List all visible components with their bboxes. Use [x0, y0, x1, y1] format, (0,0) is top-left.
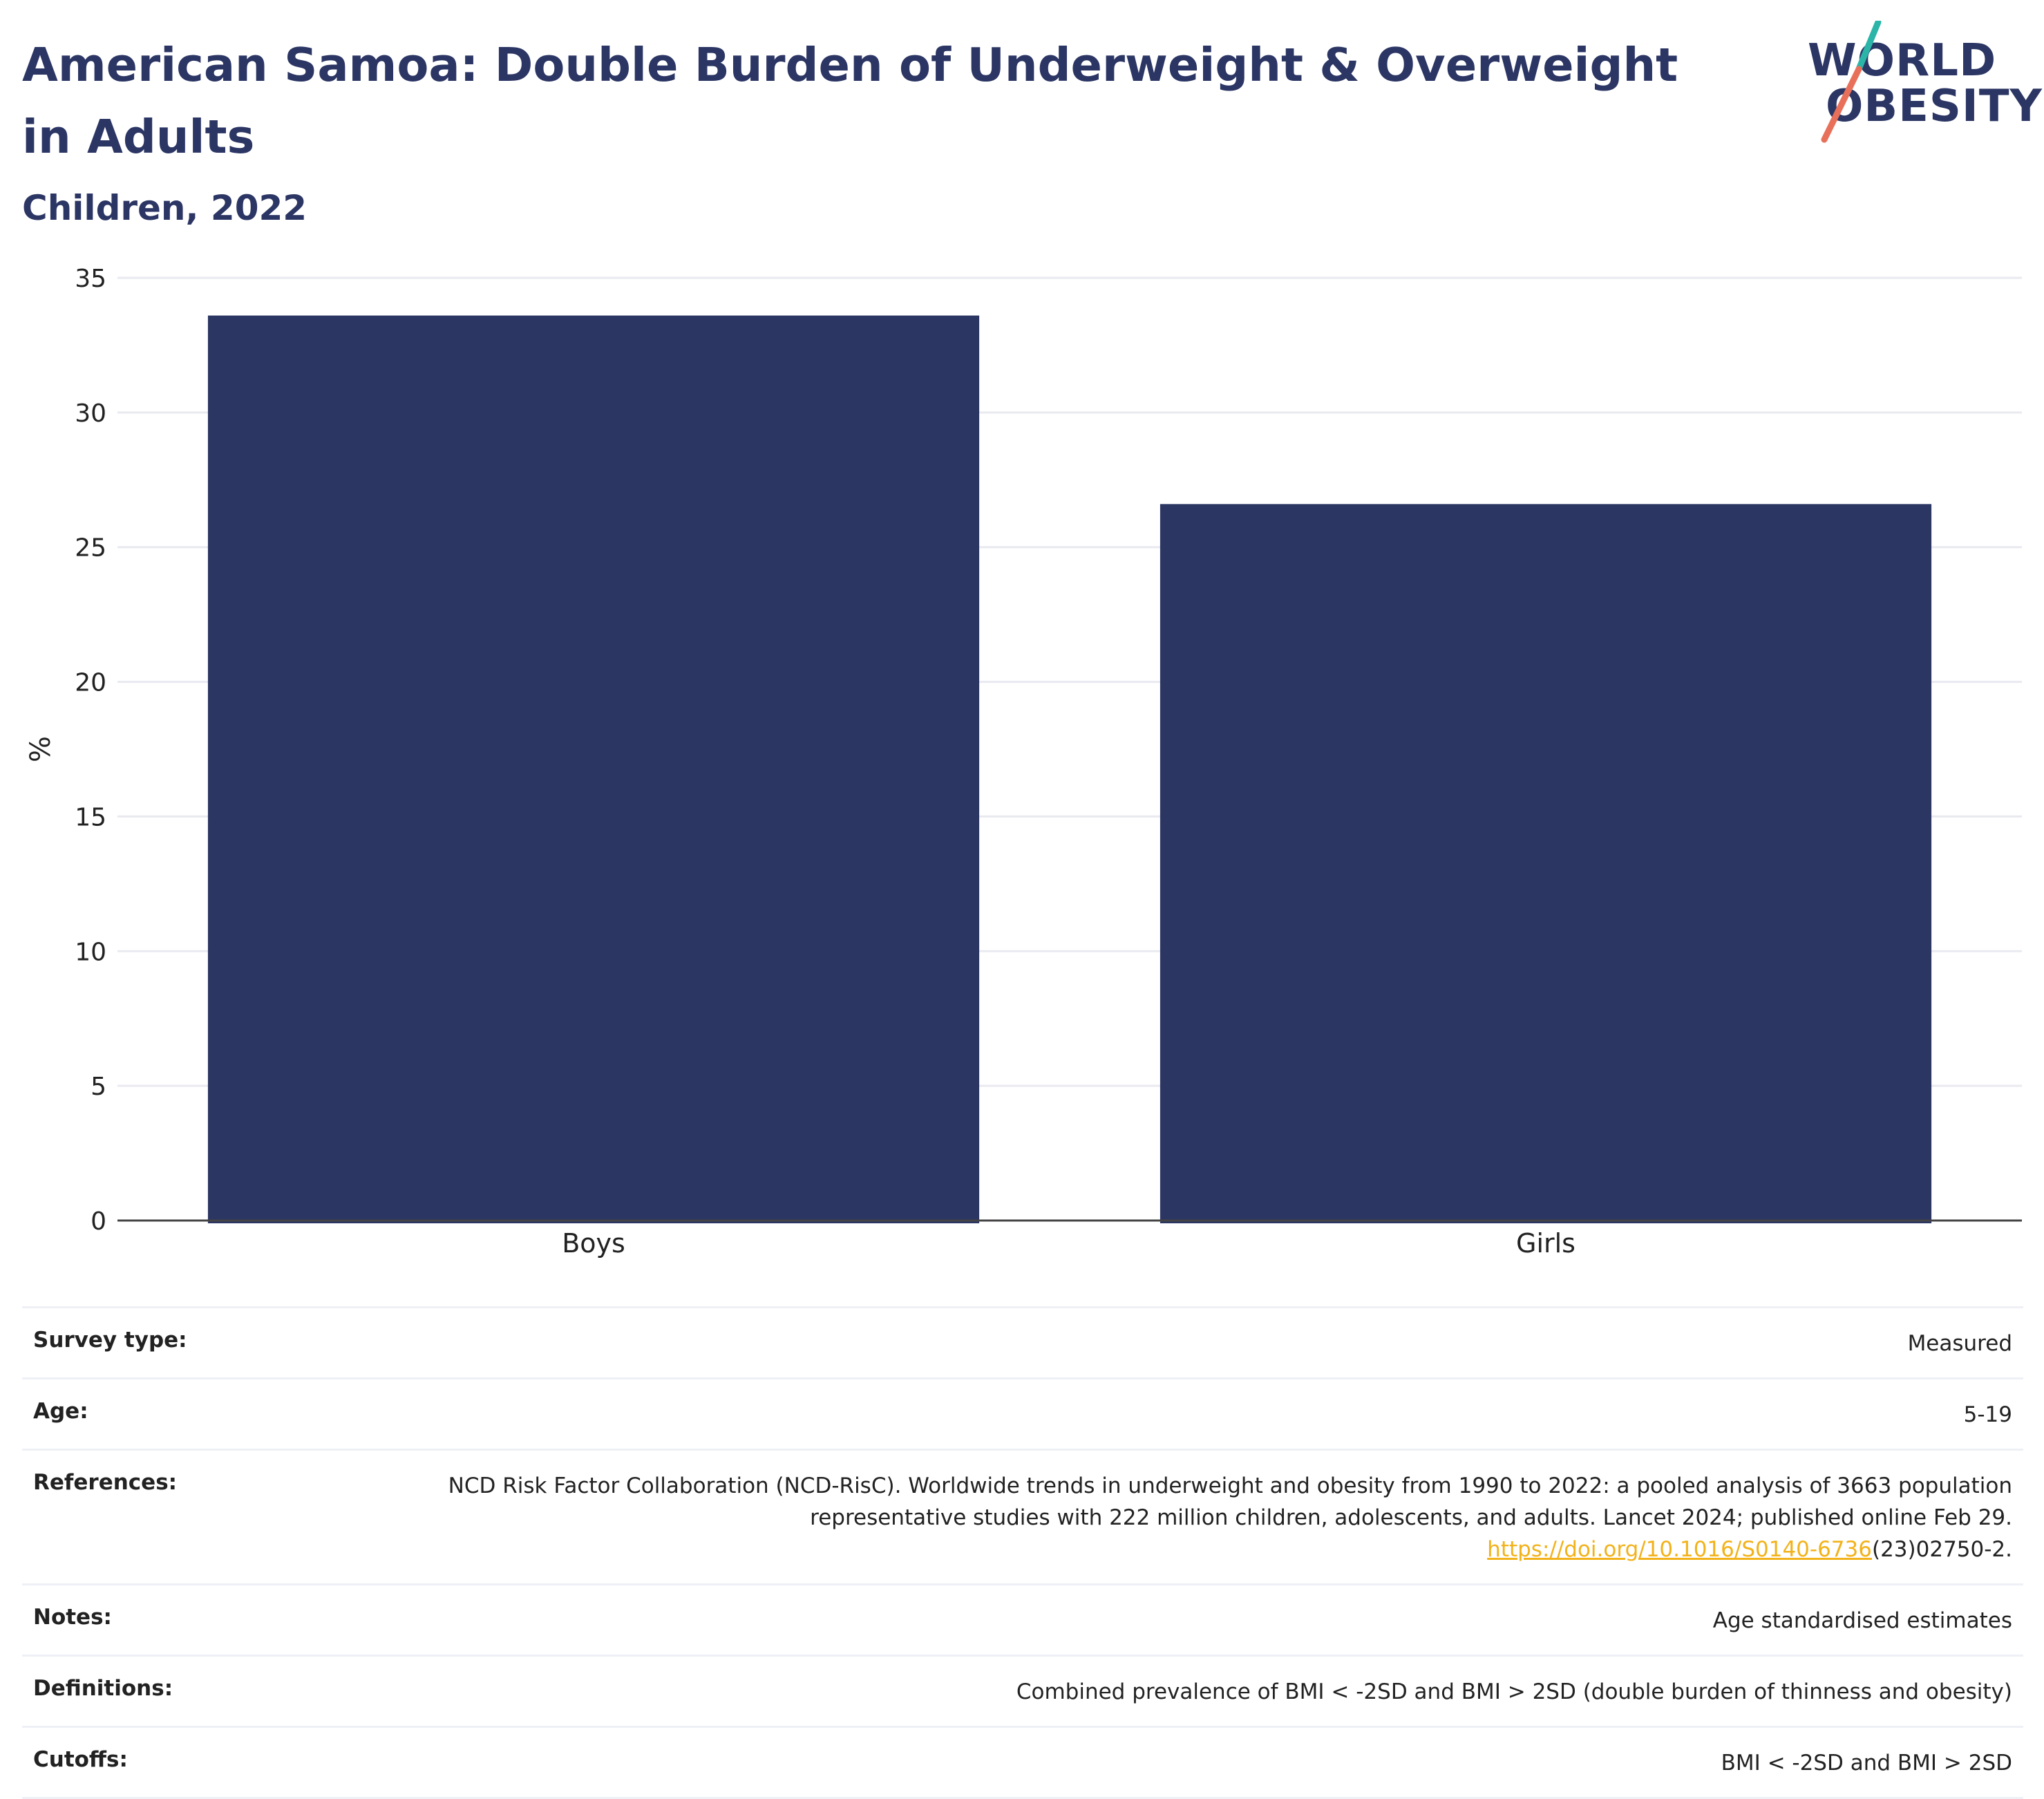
- metadata-row: Survey type: Measured: [22, 1306, 2023, 1377]
- y-tick-label: 30: [75, 399, 106, 428]
- metadata-key: Definitions:: [33, 1676, 173, 1701]
- y-tick-label: 5: [91, 1073, 106, 1101]
- metadata-value: 5-19: [1963, 1402, 2012, 1427]
- y-axis-title: %: [25, 736, 57, 762]
- metadata-key: Cutoffs:: [33, 1747, 128, 1772]
- y-tick-label: 0: [91, 1207, 106, 1236]
- metadata-key: Survey type:: [33, 1328, 187, 1353]
- bar-boys: [207, 315, 980, 1223]
- x-tick-label: Girls: [1516, 1228, 1575, 1259]
- logo-line-1: WORLD: [1808, 35, 1997, 86]
- page-title: American Samoa: Double Burden of Underwe…: [22, 38, 1678, 164]
- metadata-row: Notes: Age standardised estimates: [22, 1583, 2023, 1655]
- metadata-row: Age: 5-19: [22, 1377, 2023, 1449]
- bar-girls: [1160, 504, 1932, 1223]
- bars: [207, 315, 1932, 1223]
- reference-link[interactable]: https://doi.org/10.1016/S0140-6736: [1487, 1537, 1872, 1562]
- x-axis-labels: Boys Girls: [562, 1228, 1575, 1259]
- metadata-row: Definitions: Combined prevalence of BMI <…: [22, 1655, 2023, 1726]
- metadata-key: Notes:: [33, 1605, 112, 1630]
- y-tick-label: 35: [75, 265, 106, 293]
- metadata-value: Measured: [1907, 1331, 2012, 1356]
- metadata-row: References: NCD Risk Factor Collaboration…: [22, 1449, 2023, 1583]
- page-subtitle: Children, 2022: [22, 188, 307, 228]
- metadata-value: NCD Risk Factor Collaboration (NCD-RisC)…: [448, 1473, 2012, 1562]
- y-axis-ticks: 0 5 10 15 20 25 30 35: [75, 265, 106, 1236]
- metadata-value: BMI < -2SD and BMI > 2SD: [1721, 1751, 2012, 1776]
- metadata-row: Cutoffs: BMI < -2SD and BMI > 2SD: [22, 1726, 2023, 1799]
- y-tick-label: 10: [75, 938, 106, 966]
- logo-line-2: OBESITY: [1826, 81, 2043, 132]
- metadata-value: Combined prevalence of BMI < -2SD and BM…: [1016, 1679, 2012, 1704]
- reference-link-suffix: (23)02750-2.: [1871, 1537, 2012, 1562]
- metadata-table: Survey type: Measured Age: 5-19 References: N…: [22, 1306, 2023, 1799]
- y-tick-label: 25: [75, 534, 106, 563]
- world-obesity-logo: WORLD OBESITY: [1804, 21, 2042, 145]
- y-tick-label: 20: [75, 669, 106, 697]
- logo-slash-icon: [1821, 21, 1882, 143]
- metadata-value: Age standardised estimates: [1712, 1608, 2012, 1633]
- x-tick-label: Boys: [562, 1228, 625, 1259]
- metadata-key: References:: [33, 1470, 178, 1495]
- bar-chart: 0 5 10 15 20 25 30 35 Boys Girls %: [25, 265, 2022, 1259]
- y-tick-label: 15: [75, 803, 106, 831]
- metadata-key: Age:: [33, 1399, 88, 1424]
